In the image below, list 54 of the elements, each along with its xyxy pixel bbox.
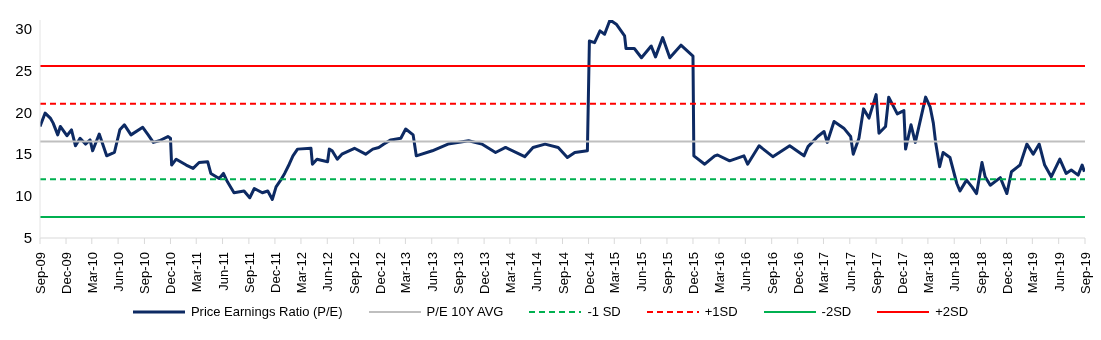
- x-tick-label: Sep-11: [241, 252, 257, 293]
- x-tick-label: Jun-18: [947, 252, 963, 292]
- legend-label: +2SD: [935, 304, 969, 319]
- x-tick-label: Mar-10: [84, 252, 100, 294]
- x-tick-label: Sep-12: [346, 252, 362, 294]
- x-tick-label: Mar-17: [816, 252, 832, 294]
- x-tick-label: Sep-14: [555, 252, 571, 294]
- x-tick-label: Mar-15: [607, 252, 623, 294]
- line-series: [40, 20, 1085, 201]
- x-tick-label: Jun-16: [738, 252, 754, 292]
- x-tick-label: Mar-11: [189, 252, 205, 293]
- y-tick-label: 30: [15, 19, 32, 37]
- legend-label: -1 SD: [587, 304, 621, 319]
- y-tick-label: 25: [15, 61, 32, 79]
- y-tick-label: 5: [23, 229, 32, 247]
- x-tick-label: Sep-16: [764, 252, 780, 294]
- x-tick-label: Jun-17: [842, 252, 858, 292]
- legend-label: P/E 10Y AVG: [426, 304, 504, 319]
- legend-label: Price Earnings Ratio (P/E): [190, 304, 343, 319]
- y-tick-label: 15: [15, 145, 32, 163]
- legend-label: -2SD: [821, 304, 852, 319]
- x-tick-label: Mar-12: [293, 252, 309, 294]
- x-tick-label: Mar-13: [398, 252, 414, 294]
- x-tick-label: Mar-19: [1025, 252, 1041, 294]
- legend-label: +1SD: [704, 304, 738, 319]
- x-tick-label: Jun-14: [529, 252, 545, 292]
- x-tick-label: Jun-19: [1051, 252, 1067, 292]
- x-tick-label: Dec-18: [999, 252, 1015, 294]
- x-tick-label: Dec-10: [163, 252, 179, 294]
- x-tick-label: Jun-11: [215, 252, 231, 291]
- x-tick-label: Sep-17: [869, 252, 885, 294]
- x-tick-label: Dec-16: [790, 252, 806, 294]
- x-tick-label: Jun-10: [111, 252, 127, 292]
- x-tick-label: Dec-11: [267, 252, 283, 293]
- y-tick-label: 10: [15, 187, 32, 205]
- x-tick-label: Sep-13: [451, 252, 467, 294]
- x-tick-label: Sep-10: [137, 252, 153, 294]
- x-tick-label: Jun-12: [320, 252, 336, 292]
- x-tick-label: Dec-12: [372, 252, 388, 294]
- y-tick-label: 20: [15, 103, 32, 121]
- x-tick-label: Sep-09: [33, 252, 48, 294]
- x-tick-label: Sep-19: [1078, 252, 1093, 294]
- x-tick-label: Sep-15: [659, 252, 675, 294]
- x-tick-label: Dec-14: [581, 252, 597, 294]
- x-tick-label: Dec-17: [895, 252, 911, 294]
- x-tick-label: Jun-15: [633, 252, 649, 292]
- x-tick-label: Mar-14: [502, 252, 518, 294]
- x-tick-label: Dec-13: [477, 252, 493, 294]
- x-tick-label: Jun-13: [424, 252, 440, 292]
- x-tick-label: Dec-15: [685, 252, 701, 294]
- x-tick-label: Sep-18: [973, 252, 989, 294]
- x-tick-label: Dec-09: [59, 252, 75, 294]
- x-tick-label: Mar-18: [920, 252, 936, 294]
- x-tick-label: Mar-16: [712, 252, 728, 294]
